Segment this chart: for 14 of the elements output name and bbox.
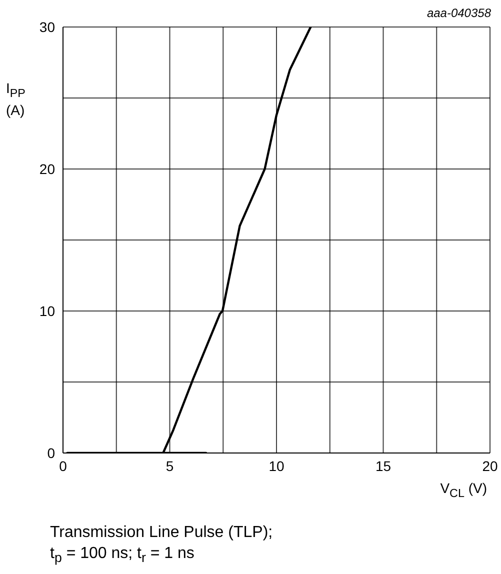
text: aaa-040358 — [426, 6, 491, 20]
x-tick-label: 0 — [59, 458, 68, 474]
y-tick-label: 0 — [47, 444, 56, 461]
x-tick-label: 15 — [375, 458, 392, 474]
x-tick-label: 5 — [166, 458, 174, 474]
y-tick-label: 10 — [39, 302, 56, 319]
x-axis-title: V$_{CL}$ (V) — [440, 480, 487, 500]
x-tick-label: 20 — [482, 458, 498, 474]
y-tick-label: 30 — [39, 18, 56, 35]
text: t$_{p}$ = 100 ns; t$_{r}$ = 1 ns — [50, 544, 196, 568]
text: Transmission Line Pulse (TLP); — [50, 523, 273, 543]
x-tick-label: 10 — [268, 458, 284, 474]
y-tick-label: 20 — [39, 160, 56, 177]
y-axis-title: I$_{PP}$ (A) — [6, 80, 26, 119]
